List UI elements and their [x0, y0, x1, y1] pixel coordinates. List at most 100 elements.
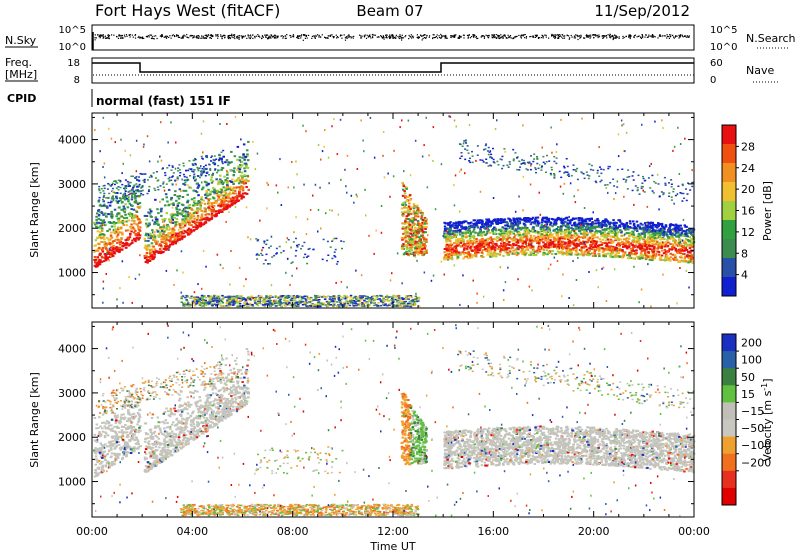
scatter-cell	[168, 165, 170, 167]
scatter-cell	[421, 246, 424, 248]
scatter-cell	[113, 226, 116, 228]
scatter-cell	[236, 186, 239, 188]
scatter-cell	[492, 228, 495, 230]
scatter-cell	[173, 239, 176, 241]
noise-dot	[142, 37, 143, 38]
scatter-cell	[126, 195, 128, 197]
scatter-cell	[160, 185, 162, 187]
scatter-cell	[172, 228, 175, 230]
scatter-cell	[100, 205, 103, 207]
scatter-cell	[133, 209, 136, 211]
noise-dot	[252, 38, 253, 39]
scatter-cell	[165, 244, 168, 246]
scatter-cell	[543, 245, 546, 247]
scatter-cell	[212, 173, 214, 175]
noise-dot	[347, 36, 348, 37]
noise-dot	[270, 38, 271, 39]
scatter-cell	[406, 231, 409, 233]
scatter-cell	[195, 159, 197, 161]
scatter-cell	[469, 230, 472, 232]
scatter-cell	[129, 190, 131, 192]
scatter-cell	[669, 243, 672, 245]
scatter-cell	[237, 200, 240, 202]
noise-dot	[153, 38, 154, 39]
freq-right-label: Nave	[746, 64, 774, 77]
scatter-cell	[504, 243, 507, 245]
scatter-cell	[625, 245, 628, 247]
noise-dot	[669, 34, 670, 35]
scatter-cell	[626, 222, 629, 224]
noise-dot	[194, 35, 195, 36]
scatter-cell	[224, 161, 227, 163]
scatter-cell	[182, 196, 185, 198]
scatter-cell	[197, 194, 200, 196]
noise-dot	[257, 34, 258, 35]
noise-dot	[669, 38, 670, 39]
noise-dot	[684, 35, 685, 36]
scatter-cell	[486, 225, 489, 227]
scatter-cell	[201, 202, 204, 204]
noise-dot	[468, 36, 469, 37]
scatter-cell	[627, 228, 630, 230]
scatter-cell	[586, 249, 589, 251]
noise-dot	[559, 36, 560, 37]
scatter-cell	[580, 233, 583, 235]
noise-dot	[568, 35, 569, 36]
scatter-cell	[153, 188, 155, 190]
noise-dot	[206, 38, 207, 39]
noise-dot	[283, 36, 284, 37]
noise-dot	[619, 38, 620, 39]
scatter-cell	[98, 199, 100, 201]
noise-dot	[486, 35, 487, 36]
scatter-cell	[184, 235, 187, 237]
scatter-cell	[542, 254, 545, 256]
noise-dot	[399, 36, 400, 37]
scatter-cell	[214, 215, 217, 217]
scatter-cell	[682, 253, 685, 255]
noise-dot	[401, 39, 402, 40]
scatter-cell	[145, 245, 148, 247]
scatter-cell	[166, 212, 169, 214]
scatter-cell	[134, 230, 137, 232]
scatter-cell	[98, 243, 101, 245]
noise-dot	[359, 35, 360, 36]
scatter-cell	[137, 232, 140, 234]
noise-dot	[503, 35, 504, 36]
noise-dot	[494, 37, 495, 38]
scatter-cell	[110, 246, 113, 248]
scatter-cell	[405, 233, 408, 235]
noise-dot	[640, 37, 641, 38]
scatter-cell	[443, 251, 446, 253]
scatter-cell	[612, 232, 615, 234]
noise-dot	[473, 37, 474, 38]
scatter-cell	[204, 222, 207, 224]
scatter-cell	[509, 226, 512, 228]
scatter-cell	[410, 213, 413, 215]
scatter-cell	[157, 186, 159, 188]
scatter-cell	[212, 197, 215, 199]
scatter-cell	[576, 243, 579, 245]
scatter-cell	[413, 205, 416, 207]
scatter-cell	[197, 186, 200, 188]
scatter-cell	[605, 253, 608, 255]
scatter-cell	[119, 221, 122, 223]
scatter-cell	[154, 190, 156, 192]
freq-right-tick-top: 60	[710, 58, 723, 69]
noise-dot	[614, 35, 615, 36]
scatter-cell	[133, 223, 136, 225]
noise-dot	[161, 34, 162, 35]
scatter-cell	[661, 250, 664, 252]
scatter-cell	[101, 228, 104, 230]
scatter-cell	[667, 237, 670, 239]
noise-dot	[149, 36, 150, 37]
scatter-cell	[111, 237, 114, 239]
scatter-cell	[229, 206, 232, 208]
scatter-cell	[119, 249, 122, 251]
noise-dot	[668, 36, 669, 37]
scatter-cell	[532, 226, 535, 228]
scatter-cell	[192, 204, 195, 206]
scatter-cell	[209, 193, 212, 195]
noise-dot	[653, 37, 654, 38]
noise-dot	[143, 38, 144, 39]
scatter-cell	[414, 219, 417, 221]
